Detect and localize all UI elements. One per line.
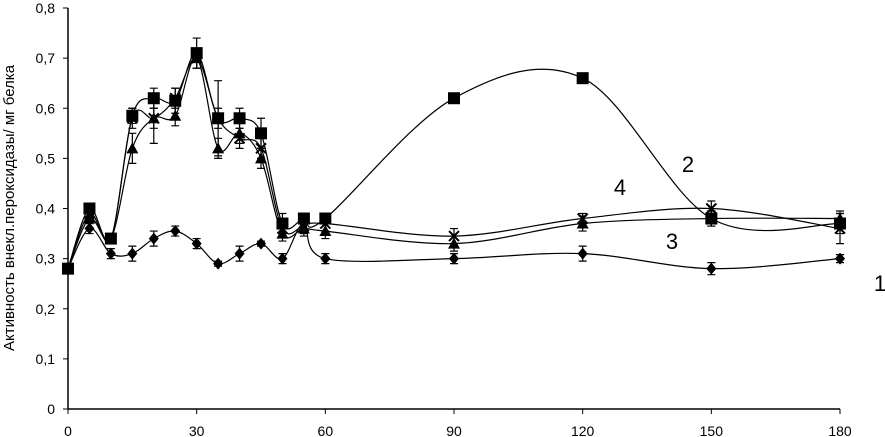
series-4-point: [148, 112, 160, 124]
series-3-point: [212, 142, 225, 154]
series-1-point: [213, 257, 224, 270]
series-4-point: [705, 202, 718, 215]
series-4-line: [67, 57, 841, 269]
series-3-point: [705, 212, 718, 224]
curve-label-2: 2: [682, 152, 694, 177]
y-tick-label: 0,7: [36, 50, 56, 66]
series-4-point: [319, 217, 332, 230]
series-3-point: [169, 109, 182, 121]
series-1-point: [277, 252, 288, 265]
series-1-point: [320, 252, 331, 265]
series-1-point: [105, 247, 116, 260]
series-4-point: [212, 112, 224, 124]
series-1-point: [706, 262, 717, 275]
series-2-point: [255, 127, 267, 140]
y-tick-label: 0,8: [36, 0, 56, 16]
series-4-point: [169, 92, 181, 104]
axes: 0 0,1 0,2 0,3 0,4 0,5 0,6 0,7 0,8 0 30 60 90 120 150 18…: [36, 0, 852, 437]
x-tick-label: 60: [318, 423, 334, 437]
x-tick-label: 120: [571, 423, 595, 437]
series-4-point: [190, 52, 203, 64]
series-2-point: [448, 92, 460, 105]
series-1-point: [170, 225, 181, 238]
y-tick-label: 0: [47, 401, 55, 417]
y-tick-label: 0,4: [36, 201, 56, 217]
y-axis-label: Активность внекл.пероксидазы/ мг белка: [1, 64, 18, 351]
series-4-point: [105, 232, 117, 245]
y-tick-label: 0,1: [36, 351, 56, 367]
series-1-point: [191, 237, 202, 250]
series-1-point: [127, 247, 138, 260]
series-4-point: [233, 132, 246, 145]
series-4-point: [255, 142, 267, 155]
series-1-point: [148, 232, 159, 245]
series-1-point: [234, 247, 245, 260]
series-4-point: [576, 212, 589, 225]
y-tick-label: 0,3: [36, 251, 56, 267]
curve-label-1: 1: [874, 271, 885, 296]
x-tick-label: 90: [446, 423, 462, 437]
series-4-point: [276, 222, 289, 235]
series-4-point: [448, 230, 460, 242]
y-tick-label: 0,6: [36, 100, 56, 116]
curve-label-3: 3: [666, 229, 678, 254]
x-tick-label: 30: [189, 423, 205, 437]
series-4-point: [62, 262, 74, 275]
y-tick-label: 0,5: [36, 150, 56, 166]
x-tick-label: 180: [828, 423, 852, 437]
series-1-point: [577, 247, 588, 260]
series-4-point: [834, 222, 846, 235]
series-1-point: [449, 252, 459, 265]
series-2-point: [576, 72, 589, 85]
curve-label-4: 4: [614, 175, 626, 200]
series-1-point: [84, 222, 95, 235]
series-4-point: [83, 207, 96, 220]
series-4-point: [126, 112, 139, 124]
series-2-point: [233, 112, 246, 125]
x-tick-label: 0: [64, 423, 72, 437]
series-4: [62, 47, 846, 275]
series-3-point: [126, 142, 139, 154]
y-tick-label: 0,2: [36, 301, 56, 317]
series-4-point: [298, 220, 310, 232]
curve-labels: 1 2 3 4: [614, 152, 885, 296]
x-tick-label: 150: [700, 423, 724, 437]
series-1-point: [835, 252, 845, 265]
series-1-point: [256, 237, 266, 250]
series-layer: [62, 37, 846, 276]
